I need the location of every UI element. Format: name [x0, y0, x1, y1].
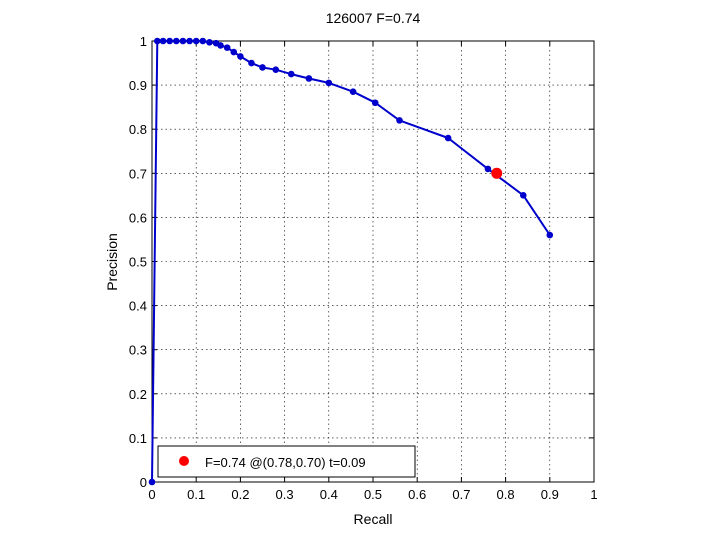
- data-point: [484, 165, 492, 173]
- data-point: [237, 53, 244, 60]
- x-tick-label: 1: [590, 487, 597, 502]
- series-layer: [148, 37, 554, 486]
- data-point: [349, 88, 357, 96]
- data-point: [396, 117, 403, 124]
- y-tick-label: 0.4: [129, 299, 147, 314]
- y-tick-label: 0.8: [129, 122, 147, 137]
- legend: F=0.74 @(0.78,0.70) t=0.09: [157, 445, 416, 478]
- chart-title: 126007 F=0.74: [326, 10, 421, 26]
- highlight-layer: [491, 167, 503, 179]
- data-point: [186, 37, 193, 45]
- data-point: [259, 64, 266, 71]
- x-tick-label: 0.1: [187, 487, 205, 502]
- data-point: [166, 37, 173, 45]
- data-point: [371, 99, 379, 107]
- y-tick-label: 0.2: [129, 387, 147, 402]
- data-point: [272, 66, 280, 73]
- legend-label: F=0.74 @(0.78,0.70) t=0.09: [205, 455, 366, 470]
- y-axis-label: Precision: [104, 233, 120, 291]
- y-tick-label: 0.9: [129, 78, 147, 93]
- data-point: [230, 48, 238, 56]
- data-point: [212, 39, 220, 47]
- x-tick-label: 0.9: [541, 487, 559, 502]
- data-point: [179, 37, 187, 45]
- data-point: [154, 37, 161, 45]
- data-point: [199, 37, 207, 45]
- data-point: [305, 75, 313, 82]
- y-tick-label: 0.7: [129, 166, 147, 181]
- best-f-point: [491, 167, 503, 179]
- x-tick-label: 0.4: [320, 487, 338, 502]
- data-point: [325, 79, 333, 87]
- data-point: [444, 134, 452, 142]
- x-tick-label: 0.5: [364, 487, 382, 502]
- data-point: [173, 37, 180, 45]
- x-tick-label: 0.6: [408, 487, 426, 502]
- x-tick-label: 0.7: [452, 487, 470, 502]
- data-point: [159, 37, 167, 45]
- y-tick-label: 0.5: [129, 255, 147, 270]
- data-point: [223, 44, 231, 51]
- y-tick-label: 0.1: [129, 431, 147, 446]
- y-tick-label: 0: [140, 475, 147, 490]
- data-point: [546, 231, 554, 239]
- legend-marker: [179, 456, 189, 466]
- y-tick-labels: 0 0.1 0.2 0.3 0.4 0.5 0.6 0.7 0.8 0.9 1: [129, 34, 147, 490]
- y-tick-label: 0.6: [129, 210, 147, 225]
- x-tick-label: 0.3: [276, 487, 294, 502]
- x-tick-label: 0.8: [497, 487, 515, 502]
- grid-lines: [152, 41, 594, 482]
- data-point: [287, 70, 295, 78]
- legend-box: [157, 445, 416, 478]
- x-tick-labels: 0 0.1 0.2 0.3 0.4 0.5 0.6 0.7 0.8 0.9 1: [148, 487, 597, 502]
- y-tick-label: 1: [140, 34, 147, 49]
- data-point: [192, 37, 200, 45]
- data-point: [519, 192, 527, 199]
- data-point: [248, 59, 255, 67]
- x-tick-label: 0: [148, 487, 155, 502]
- data-point: [148, 478, 156, 486]
- y-tick-label: 0.3: [129, 343, 147, 358]
- x-tick-label: 0.2: [231, 487, 249, 502]
- x-axis-label: Recall: [354, 511, 393, 527]
- data-point: [206, 39, 213, 46]
